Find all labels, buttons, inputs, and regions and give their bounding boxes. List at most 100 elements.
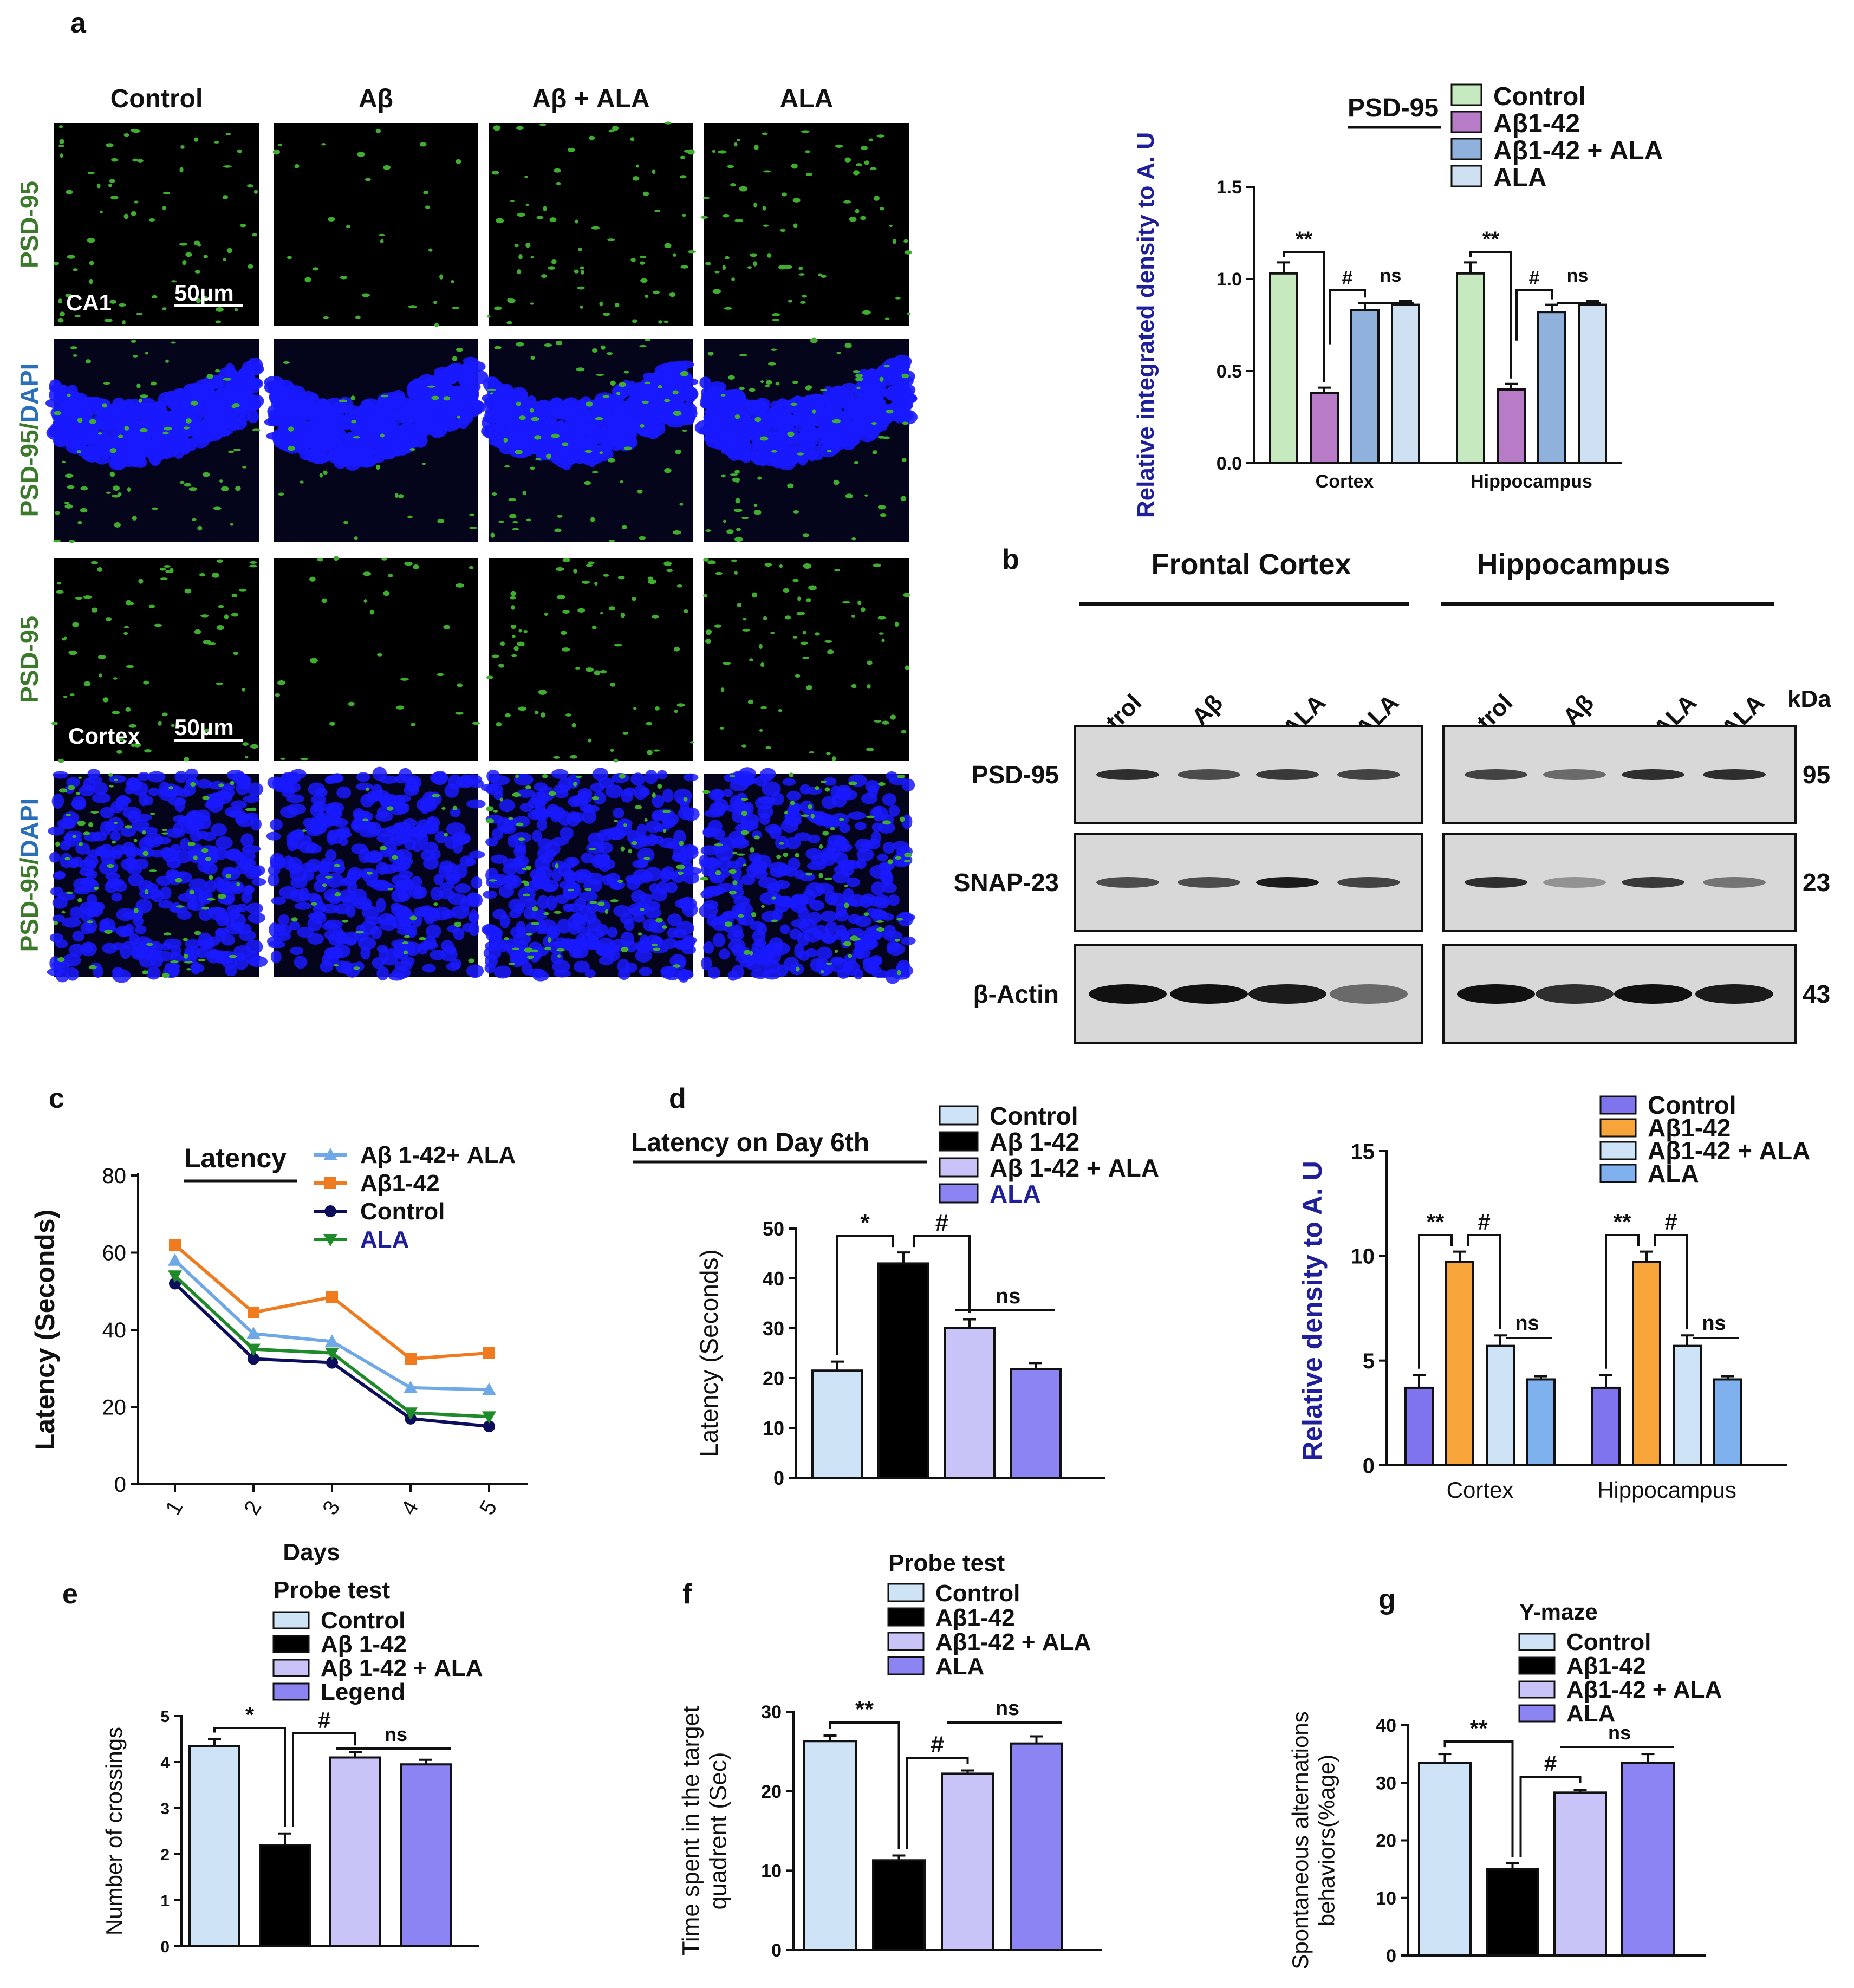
legend-swatch — [939, 1105, 979, 1126]
nucleus — [379, 919, 397, 931]
psd95-puncta — [136, 383, 141, 388]
legend-label: Aβ1-42 + ALA — [1493, 137, 1663, 165]
psd95-puncta — [672, 253, 677, 257]
nucleus — [704, 434, 716, 443]
psd95-puncta — [487, 388, 496, 391]
psd95-puncta — [662, 810, 671, 813]
nucleus — [426, 924, 441, 939]
psd95-puncta — [760, 662, 765, 667]
psd95-puncta — [830, 827, 835, 831]
psd95-puncta — [680, 155, 686, 159]
nucleus — [248, 912, 265, 924]
nucleus — [288, 863, 302, 874]
nucleus — [264, 418, 283, 427]
psd95-puncta — [639, 345, 647, 348]
y-tick-label: 80 — [102, 1164, 127, 1188]
nucleus — [672, 853, 687, 862]
psd95-puncta — [672, 390, 679, 395]
psd95-puncta — [113, 677, 118, 680]
psd95-puncta — [761, 905, 765, 908]
psd95-puncta — [544, 947, 551, 951]
psd95-puncta — [53, 411, 62, 415]
psd95-puncta — [530, 256, 534, 259]
psd95-puncta — [872, 450, 877, 454]
nucleus — [419, 417, 434, 433]
nucleus — [839, 823, 850, 833]
nucleus — [891, 383, 907, 398]
psd95-puncta — [214, 369, 220, 373]
nucleus — [558, 777, 573, 791]
blot-band — [1096, 769, 1159, 780]
psd95-puncta — [396, 705, 405, 710]
psd95-puncta — [619, 382, 627, 387]
nucleus — [450, 807, 461, 817]
nucleus — [628, 385, 649, 398]
legend-label: Aβ1-42 — [1566, 1653, 1646, 1679]
psd95-puncta — [138, 398, 142, 403]
psd95-puncta — [514, 244, 519, 248]
psd95-puncta — [616, 391, 621, 395]
nucleus — [213, 790, 233, 804]
x-category-label: Cortex — [1316, 471, 1374, 492]
nucleus — [197, 779, 212, 789]
psd95-puncta — [151, 381, 157, 386]
psd95-puncta — [511, 605, 515, 610]
nucleus — [777, 863, 791, 876]
psd95-puncta — [387, 574, 393, 577]
nucleus — [418, 944, 428, 955]
data-point — [483, 1420, 495, 1433]
nucleus — [593, 942, 606, 952]
y-tick-label: 40 — [102, 1318, 127, 1342]
psd95-puncta — [185, 418, 192, 424]
significance-label: * — [860, 1210, 870, 1236]
psd95-puncta — [249, 561, 257, 564]
psd95-puncta — [496, 218, 504, 224]
psd95-puncta — [469, 566, 474, 569]
psd95-puncta — [787, 431, 795, 437]
psd95-puncta — [843, 941, 852, 946]
blot-band — [1536, 984, 1614, 1004]
nucleus — [412, 842, 423, 852]
psd95-puncta — [58, 298, 63, 304]
psd95-puncta — [591, 796, 599, 800]
legend-label: Legend — [321, 1679, 405, 1705]
psd95-puncta — [516, 822, 524, 827]
nucleus — [866, 381, 881, 396]
nucleus — [190, 963, 205, 973]
psd95-puncta — [328, 217, 335, 222]
psd95-puncta — [87, 172, 95, 174]
nucleus — [602, 874, 614, 886]
nucleus — [145, 883, 159, 892]
psd95-puncta — [623, 446, 632, 450]
psd95-puncta — [97, 654, 106, 659]
psd95-puncta — [518, 629, 523, 633]
nucleus — [233, 945, 251, 958]
data-point — [483, 1347, 495, 1359]
psd95-puncta — [74, 315, 81, 317]
psd95-puncta — [781, 192, 788, 197]
nucleus — [530, 953, 540, 963]
nucleus — [100, 821, 112, 836]
nucleus — [649, 883, 660, 893]
psd95-puncta — [873, 196, 880, 201]
psd95-puncta — [599, 301, 603, 307]
legend-swatch — [1599, 1164, 1637, 1183]
psd95-puncta — [664, 399, 671, 402]
nucleus — [877, 822, 895, 834]
nucleus — [465, 857, 476, 866]
psd95-puncta — [904, 250, 912, 255]
psd95-puncta — [548, 791, 556, 796]
psd95-puncta — [600, 670, 607, 674]
psd95-puncta — [524, 947, 533, 953]
nucleus — [568, 432, 584, 440]
psd95-puncta — [365, 178, 371, 181]
bar — [1537, 311, 1566, 464]
y-tick-label: 0 — [114, 1473, 126, 1497]
nucleus — [172, 430, 189, 444]
micrograph-tile — [274, 555, 480, 761]
psd95-puncta — [644, 818, 648, 822]
y-tick-label: 2 — [160, 1846, 170, 1864]
nucleus — [377, 394, 392, 411]
nucleus — [71, 799, 86, 809]
psd95-puncta — [89, 419, 96, 424]
